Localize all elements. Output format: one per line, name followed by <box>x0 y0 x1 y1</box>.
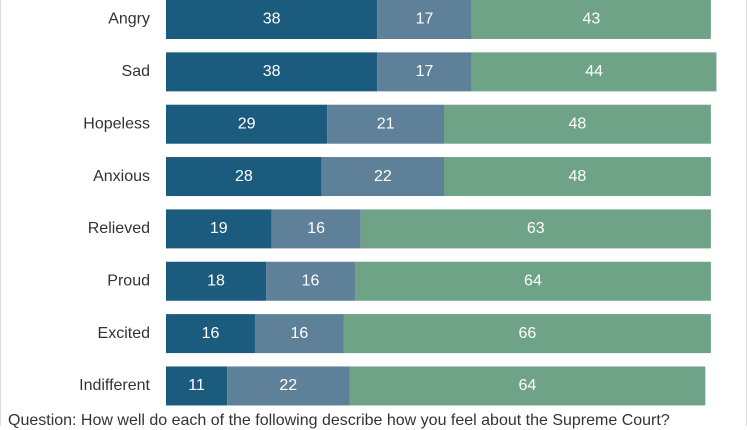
category-label: Proud <box>107 272 150 289</box>
bar-segment <box>471 0 711 39</box>
bar-value-label: 17 <box>416 11 434 28</box>
bar-value-label: 64 <box>519 377 537 394</box>
bar-segment <box>327 104 444 144</box>
bar-group: Angry 38 17 43 Sad 38 17 44 Hopeless 29 21 48 Anxiou… <box>79 0 717 406</box>
bar-segment <box>166 104 328 144</box>
bar-segment <box>166 314 255 354</box>
bar-value-label: 44 <box>585 63 603 80</box>
bar-value-label: 16 <box>291 325 309 342</box>
bar-value-label: 28 <box>235 168 253 185</box>
bar-value-label: 22 <box>279 377 297 394</box>
bar-value-label: 22 <box>374 168 392 185</box>
bar-segment <box>343 314 711 354</box>
bar-segment <box>349 366 706 406</box>
bar-segment <box>444 104 711 144</box>
bar-value-label: 21 <box>377 115 395 132</box>
bar-value-label: 16 <box>307 220 325 237</box>
bar-segment <box>166 0 378 39</box>
bar-segment <box>166 157 322 197</box>
bar-segment <box>166 366 228 406</box>
category-label: Relieved <box>88 220 150 237</box>
category-label: Excited <box>98 325 150 342</box>
bar-value-label: 38 <box>263 63 281 80</box>
bar-value-label: 29 <box>238 115 256 132</box>
category-label: Sad <box>122 63 150 80</box>
bar-segment <box>266 261 356 301</box>
bar-segment <box>355 261 711 301</box>
bar-segment <box>271 209 361 249</box>
bar-value-label: 63 <box>527 220 545 237</box>
category-label: Anxious <box>93 168 150 185</box>
category-label: Indifferent <box>79 377 150 394</box>
bar-segment <box>471 52 717 92</box>
bar-value-label: 16 <box>302 272 320 289</box>
bar-segment <box>321 157 444 197</box>
bar-segment <box>166 261 267 301</box>
bar-segment <box>377 0 472 39</box>
category-label: Hopeless <box>83 115 150 132</box>
bar-value-label: 66 <box>519 325 537 342</box>
bar-value-label: 17 <box>416 63 434 80</box>
bar-value-label: 19 <box>210 220 228 237</box>
question-footnote: Question: How well do each of the follow… <box>8 412 670 429</box>
bar-segment <box>227 366 350 406</box>
bar-value-label: 18 <box>207 272 225 289</box>
bar-value-label: 64 <box>524 272 542 289</box>
bar-value-label: 38 <box>263 11 281 28</box>
bar-value-label: 48 <box>569 168 587 185</box>
category-label: Angry <box>108 11 150 28</box>
bar-segment <box>360 209 711 249</box>
bar-value-label: 16 <box>202 325 220 342</box>
bar-segment <box>254 314 344 354</box>
bar-segment <box>166 209 272 249</box>
bar-value-label: 11 <box>188 377 205 394</box>
bar-segment <box>166 52 378 92</box>
bar-value-label: 43 <box>582 11 600 28</box>
bar-value-label: 48 <box>569 115 587 132</box>
bar-segment <box>377 52 472 92</box>
bar-segment <box>444 157 711 197</box>
